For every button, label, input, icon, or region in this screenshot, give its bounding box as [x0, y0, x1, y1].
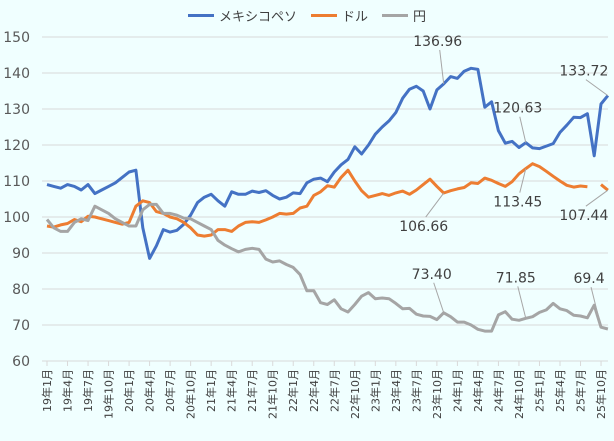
x-tick-label: 23年7月 — [409, 369, 423, 412]
x-tick-label: 23年1月 — [368, 369, 382, 412]
y-tick-label: 70 — [12, 318, 30, 334]
y-tick-label: 90 — [12, 246, 30, 262]
legend-label-peso: メキシコペソ — [218, 10, 297, 25]
x-tick-label: 22年10月 — [348, 369, 362, 419]
x-tick-label: 21年4月 — [225, 369, 239, 412]
y-tick-label: 140 — [3, 66, 30, 82]
x-tick-label: 19年7月 — [81, 369, 95, 412]
x-tick-label: 24年1月 — [450, 369, 464, 412]
data-label: 133.72 — [559, 64, 608, 80]
x-tick-label: 23年4月 — [389, 369, 403, 412]
data-label: 107.44 — [559, 208, 608, 224]
data-label: 136.96 — [413, 34, 462, 50]
x-tick-label: 20年7月 — [163, 369, 177, 412]
data-label: 71.85 — [496, 270, 536, 286]
data-label-leader — [517, 286, 527, 319]
x-tick-label: 20年10月 — [184, 369, 198, 419]
x-tick-label: 23年10月 — [430, 369, 444, 419]
x-tick-label: 22年4月 — [307, 369, 321, 412]
data-label: 106.66 — [399, 219, 448, 235]
x-tick-label: 21年1月 — [204, 369, 218, 412]
series-line-dollar — [46, 162, 609, 238]
data-label-leader — [519, 116, 527, 143]
legend-item-yen: 円 — [382, 6, 426, 25]
data-label: 113.45 — [493, 195, 542, 211]
data-label-leader — [585, 189, 609, 207]
x-tick-label: 25年1月 — [532, 369, 546, 412]
legend-swatch-dollar — [310, 14, 337, 17]
data-label-leader — [519, 168, 527, 193]
y-tick-label: 80 — [12, 282, 30, 298]
data-label: 73.40 — [412, 267, 452, 283]
x-tick-label: 24年4月 — [471, 369, 485, 412]
x-tick-label: 25年10月 — [594, 369, 608, 419]
data-label-leader — [425, 192, 445, 218]
y-tick-label: 150 — [3, 30, 30, 46]
x-tick-label: 19年1月 — [40, 369, 54, 412]
x-tick-label: 25年7月 — [574, 369, 588, 412]
data-label-leader — [433, 282, 445, 313]
series-line-peso — [46, 66, 610, 260]
data-label: 120.63 — [493, 101, 542, 117]
x-tick-label: 20年1月 — [122, 369, 136, 412]
x-tick-label: 21年10月 — [266, 369, 280, 419]
legend-item-dollar: ドル — [310, 6, 368, 25]
y-tick-label: 130 — [3, 102, 30, 118]
x-tick-label: 24年7月 — [491, 369, 505, 412]
legend-swatch-peso — [187, 14, 214, 17]
legend-label-yen: 円 — [413, 10, 427, 25]
data-label: 69.4 — [573, 271, 604, 287]
x-tick-label: 22年7月 — [327, 369, 341, 412]
x-tick-label: 19年4月 — [61, 369, 75, 412]
legend-label-dollar: ドル — [341, 10, 368, 25]
y-tick-label: 110 — [3, 174, 30, 190]
x-tick-label: 21年7月 — [245, 369, 259, 412]
x-tick-label: 25年4月 — [553, 369, 567, 412]
y-tick-label: 120 — [3, 138, 30, 154]
x-tick-label: 20年4月 — [143, 369, 157, 412]
data-label-leader — [585, 79, 609, 97]
x-tick-label: 24年10月 — [512, 369, 526, 419]
y-tick-label: 100 — [3, 210, 30, 226]
data-label-leader — [439, 49, 445, 85]
legend-swatch-yen — [382, 14, 408, 17]
series-line-yen — [45, 202, 609, 333]
legend: メキシコペソ ドル 円 — [0, 6, 614, 25]
y-tick-label: 60 — [12, 354, 30, 370]
x-tick-label: 22年1月 — [286, 369, 300, 412]
legend-item-peso: メキシコペソ — [187, 6, 297, 25]
x-tick-label: 19年10月 — [102, 369, 116, 419]
data-label-leader — [590, 287, 602, 328]
